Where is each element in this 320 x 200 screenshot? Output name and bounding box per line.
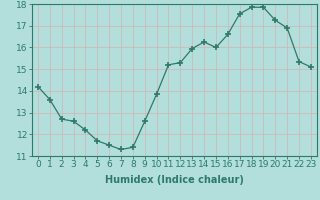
X-axis label: Humidex (Indice chaleur): Humidex (Indice chaleur): [105, 175, 244, 185]
